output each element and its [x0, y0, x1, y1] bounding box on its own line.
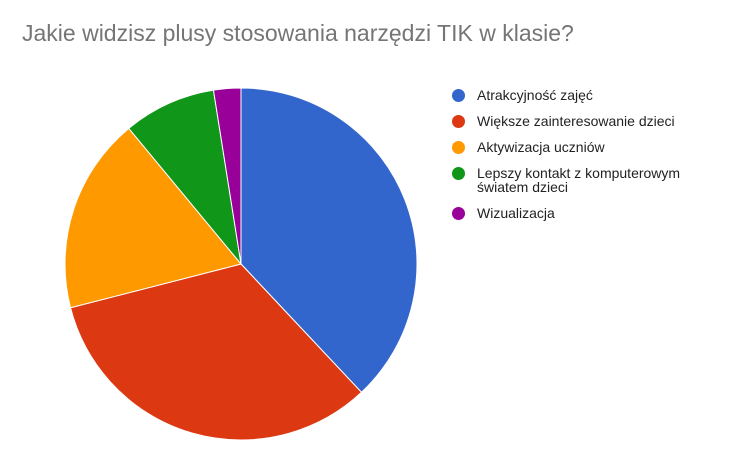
legend-swatch — [452, 115, 465, 128]
pie-slice-1 — [240, 87, 418, 394]
legend-label: Aktywizacja uczniów — [477, 139, 605, 155]
legend-swatch — [452, 167, 465, 180]
legend-swatch — [452, 89, 465, 102]
chart-title: Jakie widzisz plusy stosowania narzędzi … — [22, 20, 574, 46]
legend-swatch — [452, 141, 465, 154]
pie-slice-5 — [212, 87, 242, 265]
legend-item: Większe zainteresowanie dzieci — [452, 112, 742, 128]
pie-slice-3 — [64, 127, 242, 309]
legend-label: Atrakcyjność zajęć — [477, 87, 593, 103]
pie-slice-2 — [69, 263, 363, 441]
legend-label: Wizualizacja — [477, 205, 555, 221]
legend: Atrakcyjność zajęć Większe zainteresowani… — [452, 86, 742, 230]
legend-item: Lepszy kontakt z komputerowym światem dzi… — [452, 164, 742, 194]
legend-swatch — [452, 207, 465, 220]
legend-label: Lepszy kontakt z komputerowym światem dzi… — [477, 165, 681, 195]
legend-item: Aktywizacja uczniów — [452, 138, 742, 154]
legend-label: Większe zainteresowanie dzieci — [477, 113, 675, 129]
legend-item: Atrakcyjność zajęć — [452, 86, 742, 102]
pie-slice-4 — [128, 89, 242, 266]
legend-item: Wizualizacja — [452, 204, 742, 220]
